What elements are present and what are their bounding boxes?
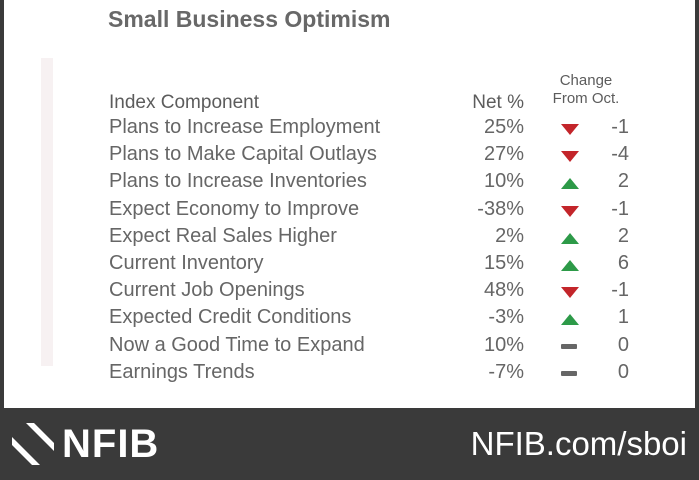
optimism-card: Small Business Optimism Change From Oct.… <box>4 0 695 408</box>
brand-name: NFIB <box>62 422 160 466</box>
change-column-header: Change From Oct. <box>536 72 636 108</box>
table-row: Plans to Increase Inventories 10% 2 <box>4 168 695 195</box>
component-label: Expected Credit Conditions <box>109 306 352 329</box>
change-value: 1 <box>617 306 629 329</box>
dash-icon <box>561 369 579 381</box>
component-label: Earnings Trends <box>109 360 255 383</box>
change-header-line1: Change <box>559 72 613 89</box>
net-percent: 10% <box>483 333 524 356</box>
table-row: Current Inventory 15% 6 <box>4 250 695 277</box>
net-percent: -7% <box>488 360 524 383</box>
triangle-up-icon <box>561 314 579 326</box>
component-label: Current Inventory <box>109 251 264 274</box>
change-value: 6 <box>617 251 629 274</box>
triangle-up-icon <box>561 178 579 190</box>
table-row: Plans to Make Capital Outlays 27% -4 <box>4 141 695 168</box>
sboi-link[interactable]: NFIB.com/sboi <box>470 425 687 462</box>
component-label: Current Job Openings <box>109 279 305 302</box>
decorative-rule <box>41 58 53 366</box>
component-label: Plans to Increase Inventories <box>109 170 367 193</box>
net-percent: 10% <box>483 170 524 193</box>
net-percent: 48% <box>483 279 524 302</box>
table-row: Expect Economy to Improve -38% -1 <box>4 196 695 223</box>
triangle-down-icon <box>561 151 579 163</box>
table-row: Earnings Trends -7% 0 <box>4 359 695 386</box>
net-percent: -38% <box>477 197 524 220</box>
net-percent: 15% <box>483 251 524 274</box>
component-label: Expect Real Sales Higher <box>109 224 337 247</box>
triangle-down-icon <box>561 287 579 299</box>
nfib-logo-mark-icon <box>12 423 54 465</box>
triangle-down-icon <box>561 205 579 218</box>
component-label: Now a Good Time to Expand <box>109 333 365 356</box>
change-value: 0 <box>617 333 629 356</box>
component-label: Expect Economy to Improve <box>109 197 360 220</box>
change-header-line2: From Oct. <box>552 90 620 107</box>
nfib-logo[interactable]: NFIB <box>12 422 159 466</box>
footer-bar: NFIB NFIB.com/sboi <box>0 408 699 480</box>
component-column-header: Index Component <box>109 92 259 113</box>
change-value: -1 <box>611 197 629 220</box>
table-row: Now a Good Time to Expand 10% 0 <box>4 332 695 359</box>
net-percent: 25% <box>483 116 524 138</box>
triangle-down-icon <box>561 124 579 136</box>
table-row: Plans to Increase Employment 25% -1 <box>4 114 695 141</box>
change-value: -4 <box>611 143 629 166</box>
net-percent: 27% <box>483 143 524 166</box>
dash-icon <box>561 342 579 354</box>
change-value: 2 <box>617 170 629 193</box>
component-label: Plans to Increase Employment <box>109 116 381 138</box>
change-value: 2 <box>617 224 629 247</box>
table-row: Current Job Openings 48% -1 <box>4 277 695 304</box>
net-column-header: Net % <box>472 92 524 113</box>
index-table: Plans to Increase Employment 25% -1 Plans t… <box>4 114 695 386</box>
change-value: 0 <box>617 360 629 383</box>
page-title: Small Business Optimism <box>108 6 391 32</box>
table-row: Expect Real Sales Higher 2% 2 <box>4 223 695 250</box>
change-value: -1 <box>611 116 629 138</box>
triangle-up-icon <box>561 259 579 272</box>
change-value: -1 <box>611 279 629 302</box>
table-row: Expected Credit Conditions -3% 1 <box>4 304 695 331</box>
net-percent: -3% <box>488 306 524 329</box>
net-percent: 2% <box>495 224 524 247</box>
triangle-up-icon <box>561 232 579 245</box>
component-label: Plans to Make Capital Outlays <box>109 143 377 166</box>
